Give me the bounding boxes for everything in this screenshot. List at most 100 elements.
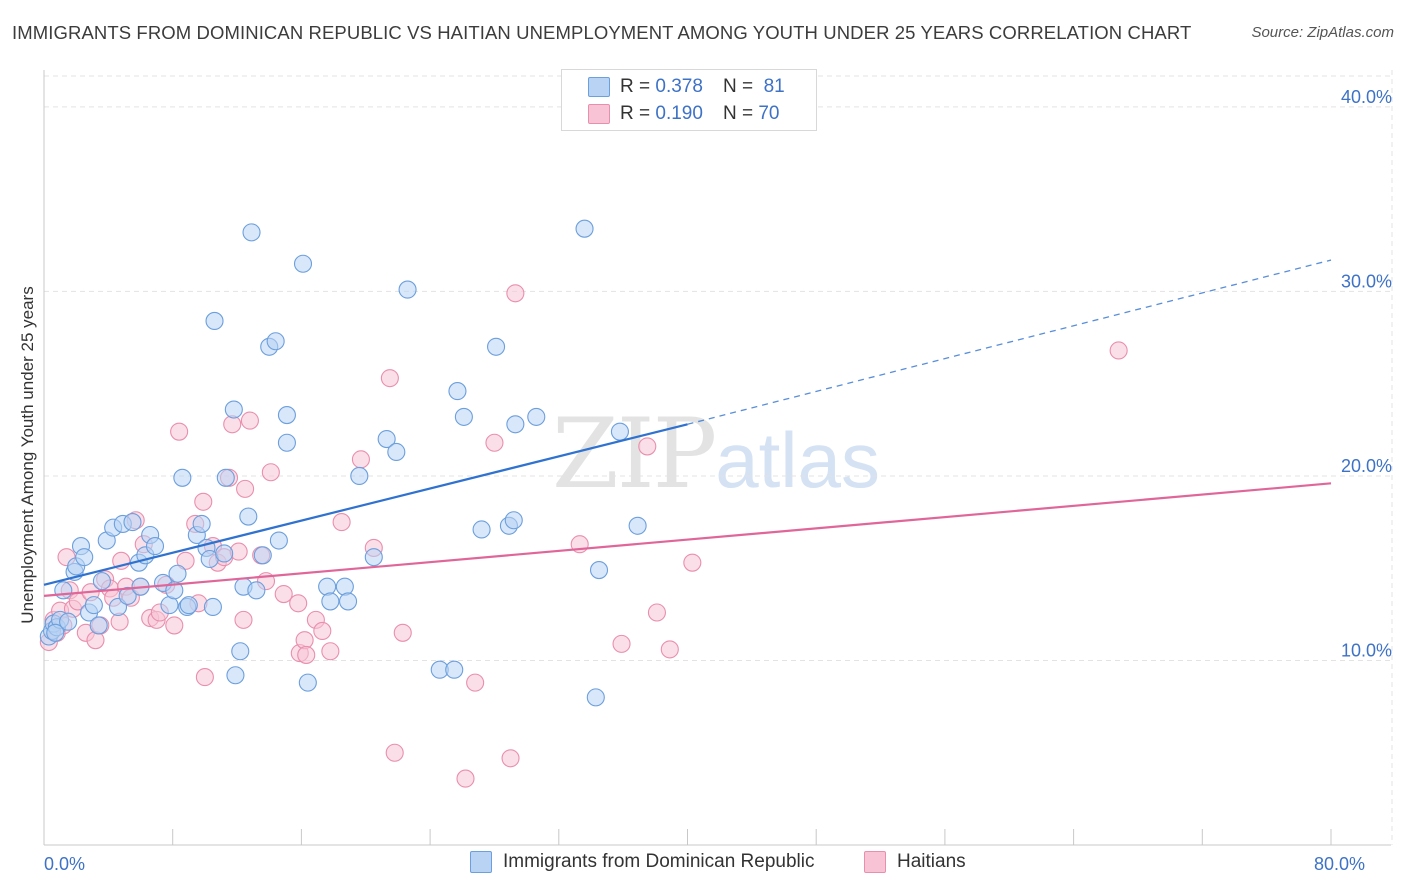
dominican-point bbox=[472, 520, 491, 539]
haitian-point bbox=[176, 551, 195, 570]
dominican-point bbox=[192, 514, 211, 533]
dominican-point bbox=[589, 561, 609, 580]
dominican-point bbox=[506, 415, 525, 434]
haitian-point bbox=[297, 645, 316, 664]
n-label: N = bbox=[722, 103, 754, 124]
y-tick-label: 40.0% bbox=[1341, 87, 1392, 107]
dominican-point bbox=[224, 400, 243, 419]
dominican-point bbox=[487, 337, 506, 356]
dominican-trend-extension bbox=[687, 259, 1332, 425]
chart-title: IMMIGRANTS FROM DOMINICAN REPUBLIC VS HA… bbox=[12, 22, 1192, 43]
dominican-point bbox=[226, 666, 245, 685]
haitian-point bbox=[261, 463, 280, 482]
haitian-trend-line bbox=[43, 482, 1332, 597]
blue-swatch bbox=[470, 851, 492, 873]
watermark: ZIPatlas bbox=[552, 398, 880, 510]
dominican-point bbox=[504, 511, 523, 530]
dominican-point bbox=[575, 219, 594, 238]
r-value-haitians: 0.190 bbox=[655, 103, 703, 124]
dominican-point bbox=[339, 592, 358, 611]
haitian-point bbox=[236, 479, 255, 498]
dominican-point bbox=[335, 577, 354, 596]
watermark-zip: ZIP bbox=[552, 398, 717, 510]
dominican-point bbox=[173, 468, 192, 487]
blue-swatch bbox=[588, 77, 610, 97]
dominican-point bbox=[321, 592, 340, 611]
dominican-point bbox=[123, 513, 142, 532]
legend-label-dominican: Immigrants from Dominican Republic bbox=[503, 851, 815, 872]
haitian-point bbox=[485, 433, 504, 452]
legend-label-haitians: Haitians bbox=[897, 851, 966, 872]
haitian-point bbox=[638, 437, 657, 456]
haitian-point bbox=[612, 634, 631, 653]
dominican-point bbox=[247, 581, 266, 600]
dominican-point bbox=[269, 531, 288, 550]
legend-item-haitians[interactable]: Haitians bbox=[864, 851, 966, 873]
pink-swatch bbox=[588, 104, 610, 124]
source-credit: Source: ZipAtlas.com bbox=[1251, 24, 1394, 41]
dominican-point bbox=[628, 516, 647, 535]
dominican-point bbox=[118, 586, 137, 605]
trend-lines bbox=[43, 259, 1332, 597]
haitian-point bbox=[165, 616, 184, 635]
dominican-point bbox=[145, 537, 165, 556]
dominican-point bbox=[89, 616, 108, 635]
dominican-point bbox=[586, 688, 605, 707]
dominican-point bbox=[253, 546, 272, 565]
n-value-dominican: 81 bbox=[763, 76, 785, 97]
dominican-point bbox=[231, 642, 250, 661]
dominican-point bbox=[239, 507, 258, 526]
legend-row-dominican: R = 0.378 N = 81 bbox=[588, 74, 785, 100]
x-tick-label: 80.0% bbox=[1314, 854, 1365, 874]
gridlines bbox=[44, 70, 1393, 845]
haitian-point bbox=[194, 492, 213, 511]
dominican-point bbox=[59, 612, 78, 631]
haitian-point bbox=[393, 623, 412, 642]
dominican-point bbox=[215, 544, 234, 563]
y-tick-label: 20.0% bbox=[1341, 456, 1392, 476]
dominican-point bbox=[168, 564, 187, 583]
dominican-point bbox=[377, 429, 396, 449]
haitian-point bbox=[1109, 341, 1128, 360]
haitian-point bbox=[501, 749, 520, 768]
x-tick-label: 0.0% bbox=[44, 854, 85, 874]
haitian-point bbox=[240, 411, 259, 430]
stats-legend: R = 0.378 N = 81 R = 0.190 N = 70 bbox=[561, 69, 817, 131]
dominican-point bbox=[216, 468, 235, 487]
legend-row-haitians: R = 0.190 N = 70 bbox=[588, 101, 779, 127]
haitian-point bbox=[647, 603, 666, 622]
haitian-point bbox=[332, 513, 351, 532]
axes bbox=[43, 70, 1391, 846]
dominican-points bbox=[39, 219, 647, 707]
dominican-trend-line bbox=[43, 423, 688, 586]
dominican-point bbox=[398, 280, 417, 299]
y-tick-label: 10.0% bbox=[1341, 640, 1392, 660]
haitian-point bbox=[466, 673, 485, 692]
legend-item-dominican[interactable]: Immigrants from Dominican Republic bbox=[470, 851, 815, 873]
haitian-point bbox=[170, 422, 189, 441]
n-label: N = bbox=[722, 76, 754, 97]
haitian-point bbox=[380, 369, 399, 388]
haitian-point bbox=[234, 610, 253, 629]
dominican-point bbox=[318, 577, 337, 596]
dominican-point bbox=[364, 548, 383, 567]
haitian-point bbox=[274, 584, 293, 604]
r-value-dominican: 0.378 bbox=[655, 76, 703, 97]
dominican-point bbox=[454, 407, 473, 426]
dominican-point bbox=[350, 466, 369, 486]
haitian-point bbox=[506, 284, 525, 303]
tick-labels: 10.0% 20.0% 30.0% 40.0% 0.0% 80.0% bbox=[44, 87, 1392, 874]
r-label: R = bbox=[620, 76, 651, 97]
haitian-point bbox=[351, 450, 370, 469]
dominican-point bbox=[277, 406, 296, 425]
haitian-point bbox=[313, 621, 332, 641]
y-tick-label: 30.0% bbox=[1341, 271, 1392, 291]
pink-swatch bbox=[864, 851, 886, 873]
n-value-haitians: 70 bbox=[758, 103, 780, 124]
haitian-point bbox=[385, 743, 404, 762]
haitian-point bbox=[456, 769, 475, 788]
dominican-point bbox=[387, 442, 406, 462]
haitians-points bbox=[39, 284, 1128, 788]
haitian-point bbox=[321, 642, 340, 661]
